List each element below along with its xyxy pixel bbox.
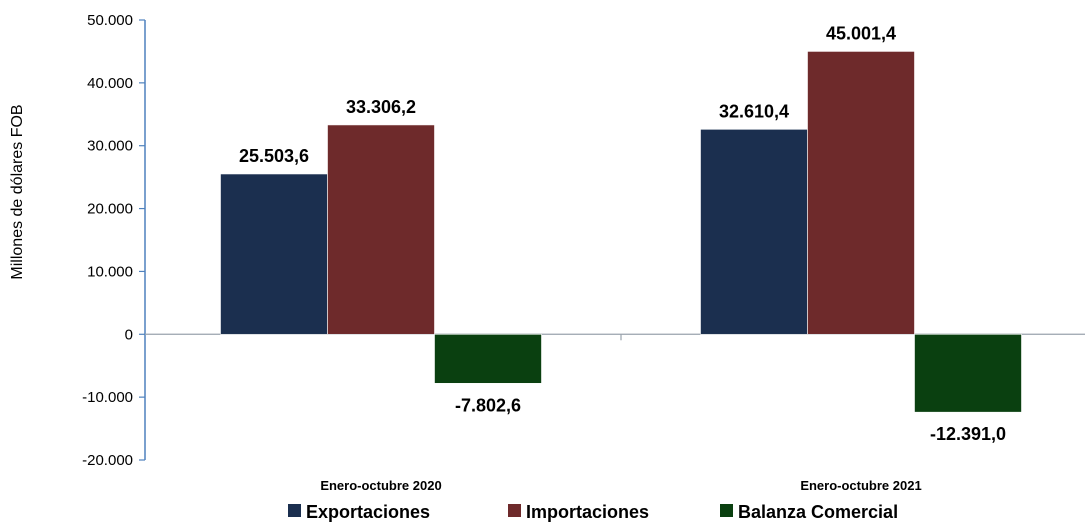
y-axis-label: Millones de dólares FOB	[9, 104, 26, 279]
category-label: Enero-octubre 2020	[320, 478, 441, 493]
y-tick-label: -20.000	[82, 452, 133, 469]
data-label: 25.503,6	[239, 146, 309, 166]
bar-exportaciones-2	[700, 129, 808, 335]
data-label: 32.610,4	[719, 101, 789, 121]
legend-label: Balanza Comercial	[738, 502, 898, 522]
data-label: 45.001,4	[826, 23, 896, 43]
legend-swatch	[508, 504, 521, 517]
bar-importaciones-2	[807, 51, 915, 335]
legend-swatch	[720, 504, 733, 517]
bar-importaciones-1	[327, 124, 435, 335]
y-tick-label: -10.000	[82, 389, 133, 406]
bar-exportaciones-1	[220, 173, 328, 335]
y-tick-label: 40.000	[87, 75, 133, 92]
bar-balanza-comercial-2	[914, 333, 1022, 413]
category-label: Enero-octubre 2021	[800, 478, 921, 493]
y-tick-label: 20.000	[87, 201, 133, 218]
data-label: -12.391,0	[930, 424, 1006, 444]
bar-balanza-comercial-1	[434, 333, 542, 384]
legend-label: Importaciones	[526, 502, 649, 522]
y-tick-label: 0	[125, 326, 133, 343]
legend-label: Exportaciones	[306, 502, 430, 522]
data-label: -7.802,6	[455, 395, 521, 415]
data-label: 33.306,2	[346, 97, 416, 117]
bars	[220, 51, 1022, 413]
y-tick-label: 10.000	[87, 263, 133, 280]
category-labels: Enero-octubre 2020 Enero-octubre 2021	[320, 478, 921, 493]
data-labels: 25.503,6 33.306,2 -7.802,6 32.610,4 45.001,4…	[239, 23, 1006, 444]
y-tick-label: 30.000	[87, 138, 133, 155]
legend-swatch	[288, 504, 301, 517]
legend: Exportaciones Importaciones Balanza Comerc…	[288, 502, 898, 522]
y-tick-label: 50.000	[87, 12, 133, 29]
